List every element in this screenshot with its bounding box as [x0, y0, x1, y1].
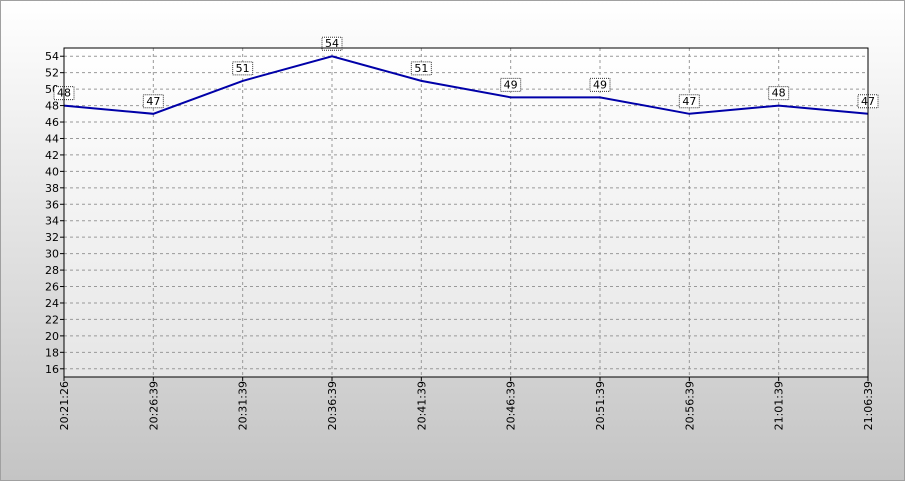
- x-tick-label: 20:21:26: [58, 381, 71, 430]
- x-tick-label: 21:01:39: [773, 381, 786, 430]
- value-label-box: [768, 86, 790, 101]
- y-tick-label: 20: [45, 330, 59, 343]
- value-label: 51: [236, 62, 250, 75]
- x-tick-label: 20:36:39: [326, 381, 339, 430]
- y-tick-label: 48: [45, 100, 59, 113]
- y-tick-label: 28: [45, 264, 59, 277]
- value-label-box: [410, 61, 432, 76]
- x-tick-label: 20:41:39: [415, 381, 428, 430]
- value-label: 47: [682, 95, 696, 108]
- x-tick-label: 20:26:39: [147, 381, 160, 430]
- data-line: [63, 55, 869, 115]
- y-tick-label: 42: [45, 149, 59, 162]
- y-tick-label: 44: [45, 132, 59, 145]
- y-tick-label: 16: [45, 363, 59, 376]
- value-label-box: [678, 94, 700, 109]
- y-tick-label: 52: [45, 67, 59, 80]
- y-tick-label: 54: [45, 50, 59, 63]
- x-tick-label: 20:51:39: [594, 381, 607, 430]
- plot-frame: [63, 47, 869, 378]
- value-label: 48: [772, 87, 786, 100]
- value-label: 54: [325, 37, 339, 50]
- y-tick-label: 26: [45, 281, 59, 294]
- value-label-box: [500, 77, 522, 92]
- y-tick-label: 32: [45, 231, 59, 244]
- x-tick-label: 20:46:39: [505, 381, 518, 430]
- x-tick-label: 20:31:39: [237, 381, 250, 430]
- value-label: 47: [146, 95, 160, 108]
- y-tick-label: 34: [45, 215, 59, 228]
- y-tick-label: 40: [45, 165, 59, 178]
- y-tick-label: 30: [45, 248, 59, 261]
- y-tick-label: 24: [45, 297, 59, 310]
- x-tick-label: 20:56:39: [683, 381, 696, 430]
- y-tick-label: 36: [45, 198, 59, 211]
- value-label: 49: [504, 78, 518, 91]
- value-label: 51: [414, 62, 428, 75]
- value-label-box: [589, 77, 611, 92]
- y-tick-label: 38: [45, 182, 59, 195]
- y-tick-label: 18: [45, 346, 59, 359]
- x-tick-label: 21:06:39: [862, 381, 875, 430]
- y-tick-label: 22: [45, 313, 59, 326]
- value-label-box: [232, 61, 254, 76]
- plot-area: [64, 48, 868, 377]
- value-label: 49: [593, 78, 607, 91]
- value-label-box: [142, 94, 164, 109]
- value-label-box: [321, 36, 343, 51]
- y-tick-label: 46: [45, 116, 59, 129]
